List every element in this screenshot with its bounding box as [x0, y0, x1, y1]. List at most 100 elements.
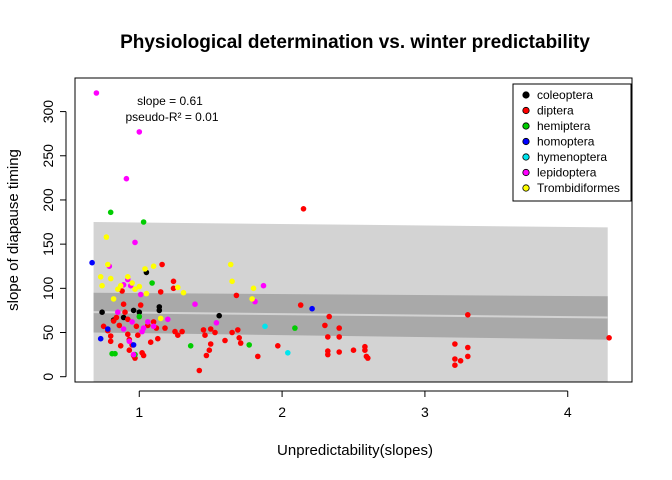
point-diptera — [140, 352, 147, 359]
point-trombidiformes — [110, 296, 117, 302]
point-diptera — [222, 337, 228, 344]
point-diptera — [107, 333, 114, 339]
point-lepidoptera — [136, 129, 143, 135]
point-lepidoptera — [140, 325, 147, 331]
point-lepidoptera — [130, 351, 137, 358]
point-trombidiformes — [117, 282, 124, 289]
point-diptera — [465, 312, 471, 318]
data-points — [89, 90, 612, 374]
point-diptera — [275, 343, 281, 349]
chart-title: Physiological determination vs. winter p… — [120, 32, 590, 53]
point-trombidiformes — [250, 285, 257, 292]
point-homoptera — [130, 342, 137, 348]
point-diptera — [137, 302, 144, 308]
point-diptera — [350, 347, 357, 354]
point-diptera — [196, 367, 203, 374]
point-diptera — [122, 309, 128, 316]
point-diptera — [452, 356, 458, 362]
point-trombidiformes — [103, 234, 110, 240]
point-diptera — [452, 362, 458, 369]
point-homoptera — [309, 305, 315, 312]
y-tick-label: 250 — [40, 144, 56, 168]
point-trombidiformes — [132, 286, 138, 293]
point-coleoptera — [156, 304, 163, 310]
x-tick-label: 3 — [421, 404, 429, 420]
point-diptera — [212, 329, 218, 336]
point-trombidiformes — [99, 282, 105, 289]
point-coleoptera — [130, 307, 137, 314]
point-diptera — [157, 289, 164, 295]
point-trombidiformes — [227, 261, 234, 268]
point-diptera — [365, 355, 371, 361]
point-hymenoptera — [285, 350, 291, 356]
point-diptera — [465, 353, 471, 360]
point-diptera — [362, 347, 368, 354]
point-diptera — [297, 302, 304, 308]
point-coleoptera — [99, 309, 105, 316]
point-trombidiformes — [105, 261, 111, 268]
point-trombidiformes — [229, 278, 235, 285]
point-diptera — [170, 285, 177, 292]
point-diptera — [229, 329, 235, 336]
y-tick-label: 300 — [40, 100, 56, 124]
point-lepidoptera — [126, 338, 133, 345]
r2-annotation: pseudo-R² = 0.01 — [125, 110, 218, 124]
point-trombidiformes — [249, 296, 255, 302]
x-tick-label: 2 — [278, 404, 286, 420]
plot-frame — [74, 77, 633, 383]
confidence-bands — [93, 222, 608, 382]
point-diptera — [322, 322, 328, 329]
point-diptera — [113, 314, 120, 321]
x-tick-label: 1 — [135, 404, 143, 420]
legend-box — [512, 83, 632, 202]
point-hemiptera — [112, 350, 118, 357]
point-lepidoptera — [260, 282, 267, 289]
point-homoptera — [89, 259, 95, 266]
point-diptera — [120, 301, 127, 308]
point-trombidiformes — [125, 274, 131, 280]
point-diptera — [465, 344, 471, 351]
point-diptera — [179, 328, 185, 335]
point-diptera — [125, 316, 131, 323]
point-diptera — [325, 334, 331, 340]
point-diptera — [207, 326, 214, 332]
point-lepidoptera — [132, 239, 138, 246]
point-lepidoptera — [129, 319, 135, 325]
point-diptera — [175, 332, 181, 339]
point-coleoptera — [120, 314, 127, 321]
point-diptera — [150, 319, 157, 325]
legend-marker-homoptera — [522, 137, 530, 146]
point-hemiptera — [136, 313, 143, 320]
point-lepidoptera — [192, 301, 198, 308]
legend-label-hemiptera: hemiptera — [537, 119, 591, 133]
point-diptera — [254, 353, 261, 360]
point-diptera — [326, 313, 333, 320]
point-hemiptera — [149, 280, 155, 286]
point-diptera — [300, 206, 307, 212]
point-diptera — [170, 278, 177, 285]
point-diptera — [203, 352, 210, 359]
point-lepidoptera — [93, 90, 100, 96]
legend-label-coleoptera: coleoptera — [537, 88, 593, 102]
point-lepidoptera — [165, 316, 171, 323]
legend-marker-hymenoptera — [522, 153, 530, 161]
fit-line — [93, 311, 608, 319]
legend-marker-lepidoptera — [522, 168, 530, 177]
point-trombidiformes — [180, 289, 187, 296]
point-diptera — [117, 343, 124, 349]
point-diptera — [100, 323, 107, 330]
point-lepidoptera — [115, 309, 121, 316]
point-trombidiformes — [129, 280, 135, 286]
inner-band — [93, 292, 608, 340]
point-diptera — [119, 288, 125, 294]
slope-annotation: slope = 0.61 — [137, 94, 203, 108]
point-diptera — [162, 325, 168, 331]
point-diptera — [236, 335, 242, 341]
point-trombidiformes — [97, 274, 104, 280]
point-homoptera — [97, 335, 104, 342]
legend-marker-coleoptera — [522, 91, 530, 99]
point-lepidoptera — [213, 320, 220, 326]
point-trombidiformes — [175, 284, 181, 291]
y-tick-label: 150 — [40, 232, 56, 256]
